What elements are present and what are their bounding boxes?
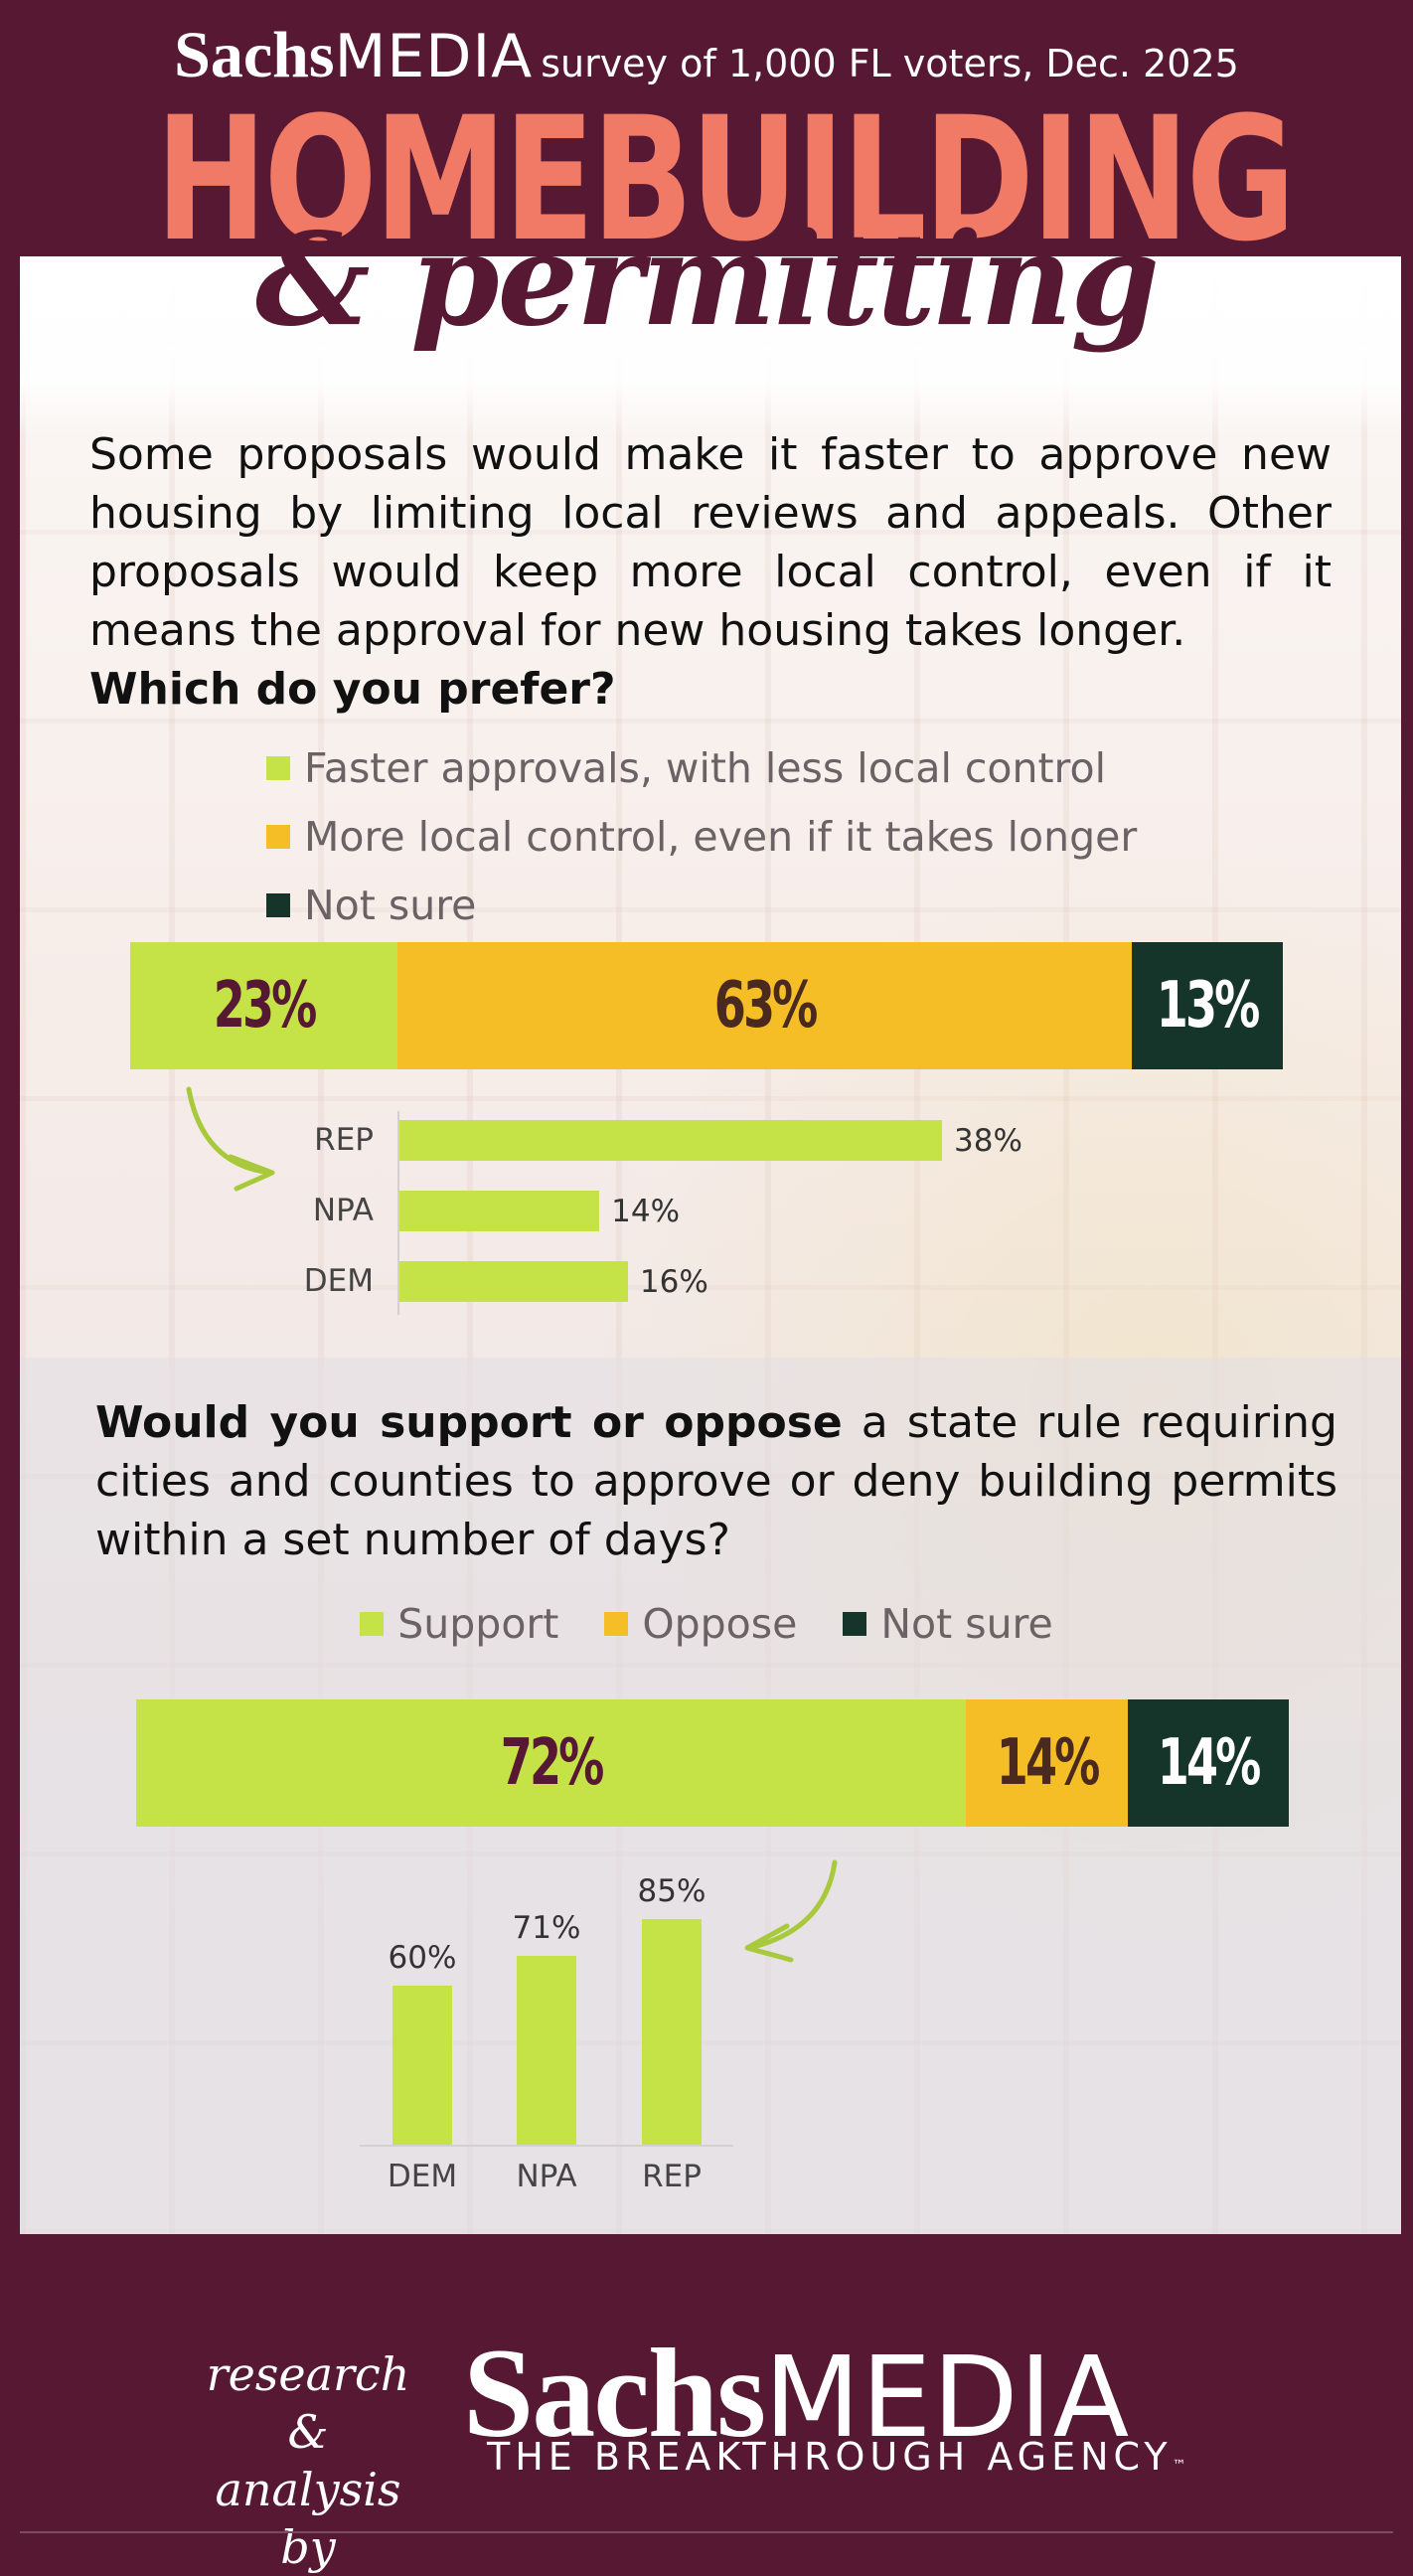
- chart3-legend: Support Oppose Not sure: [0, 1600, 1413, 1648]
- segment-value-label: 14%: [996, 1726, 1101, 1800]
- bar: [399, 1261, 628, 1302]
- bar-value-label: 85%: [637, 1873, 706, 1910]
- question-2-text: a state rule requiring cities and counti…: [95, 1397, 1337, 1565]
- question-2-bold: Would you support or oppose: [95, 1397, 843, 1448]
- survey-note: survey of 1,000 FL voters, Dec. 2025: [541, 42, 1239, 85]
- bar-category-label: REP: [642, 2159, 702, 2194]
- bar: [399, 1120, 943, 1161]
- segment-value-label: 14%: [1157, 1726, 1262, 1800]
- legend-label: Not sure: [880, 1600, 1053, 1648]
- bar-value-label: 38%: [954, 1123, 1022, 1159]
- legend-label: More local control, even if it takes lon…: [304, 812, 1138, 861]
- arrow-icon: [186, 1086, 275, 1192]
- bar: [642, 1919, 702, 2145]
- bar: [399, 1191, 600, 1231]
- legend-swatch-dark: [266, 892, 290, 917]
- legend-item: Not sure: [843, 1600, 1053, 1648]
- footer-brand-bold: Sachs: [463, 2323, 766, 2464]
- question-1: Some proposals would make it faster to a…: [89, 425, 1332, 719]
- divider: [20, 2531, 1393, 2533]
- bar-value-label: 71%: [512, 1910, 581, 1947]
- bar-category-label: NPA: [516, 2159, 577, 2194]
- legend-label: Faster approvals, with less local contro…: [304, 743, 1106, 792]
- legend-swatch-gold: [604, 1612, 629, 1636]
- stacked-bar-segment: 13%: [1131, 942, 1283, 1069]
- page-title: HOMEBUILDING: [155, 80, 1295, 279]
- bar-value-label: 60%: [388, 1939, 457, 1976]
- legend-label: Not sure: [304, 881, 477, 929]
- segment-value-label: 13%: [1156, 969, 1261, 1043]
- legend-item: Faster approvals, with less local contro…: [266, 733, 1137, 802]
- bar-category-label: DEM: [387, 2159, 458, 2194]
- chart1-legend: Faster approvals, with less local contro…: [266, 733, 1137, 939]
- brand-name-bold: Sachs: [174, 19, 335, 91]
- segment-value-label: 72%: [500, 1726, 605, 1800]
- legend-label: Oppose: [642, 1600, 798, 1648]
- content-panel: [20, 256, 1401, 2234]
- arrow-icon: [744, 1859, 838, 1963]
- brand-name-light: MEDIA: [334, 22, 534, 91]
- bar: [517, 1956, 576, 2145]
- footer-brand-light: MEDIA: [764, 2334, 1131, 2463]
- page-subtitle: & permitting: [255, 206, 1160, 355]
- legend-item: More local control, even if it takes lon…: [266, 802, 1137, 871]
- stacked-bar-segment: 63%: [397, 942, 1132, 1069]
- segment-value-label: 63%: [713, 969, 819, 1043]
- legend-swatch-dark: [843, 1612, 867, 1636]
- question-1-ask: Which do you prefer?: [89, 664, 616, 715]
- question-1-text: Some proposals would make it faster to a…: [89, 429, 1332, 656]
- stacked-bar-segment: 72%: [136, 1699, 967, 1827]
- survey-header: SachsMEDIA survey of 1,000 FL voters, Dec…: [0, 18, 1413, 93]
- chart1-stacked-bar: 23% 63% 13%: [130, 942, 1283, 1069]
- chart3-stacked-bar: 72% 14% 14%: [136, 1699, 1289, 1827]
- chart4-axis: [360, 2145, 733, 2147]
- legend-label: Support: [397, 1600, 559, 1648]
- bar-value-label: 14%: [611, 1194, 681, 1229]
- legend-item: Not sure: [266, 871, 1137, 939]
- footer-tagline: THE BREAKTHROUGH AGENCY™: [487, 2435, 1186, 2479]
- question-2: Would you support or oppose a state rule…: [95, 1393, 1337, 1569]
- legend-swatch-lime: [360, 1612, 385, 1636]
- stacked-bar-segment: 14%: [966, 1699, 1128, 1827]
- footer-lead-text: research & analysis by: [206, 2347, 410, 2574]
- legend-item: Support: [360, 1600, 558, 1648]
- bar-category-label: NPA: [312, 1193, 374, 1228]
- segment-value-label: 23%: [213, 969, 318, 1043]
- chart2-axis: [397, 1111, 399, 1315]
- bar-value-label: 16%: [639, 1264, 708, 1300]
- bar-category-label: DEM: [303, 1263, 374, 1299]
- footer-logo: SachsMEDIA: [463, 2321, 1130, 2467]
- legend-swatch-gold: [266, 824, 290, 849]
- footer-tagline-text: THE BREAKTHROUGH AGENCY: [487, 2435, 1173, 2479]
- stacked-bar-segment: 14%: [1127, 1699, 1289, 1827]
- legend-item: Oppose: [604, 1600, 797, 1648]
- stacked-bar-segment: 23%: [130, 942, 398, 1069]
- trademark-mark: ™: [1172, 2458, 1186, 2474]
- bar-category-label: REP: [314, 1122, 374, 1158]
- legend-swatch-lime: [266, 755, 290, 780]
- bar: [392, 1985, 452, 2145]
